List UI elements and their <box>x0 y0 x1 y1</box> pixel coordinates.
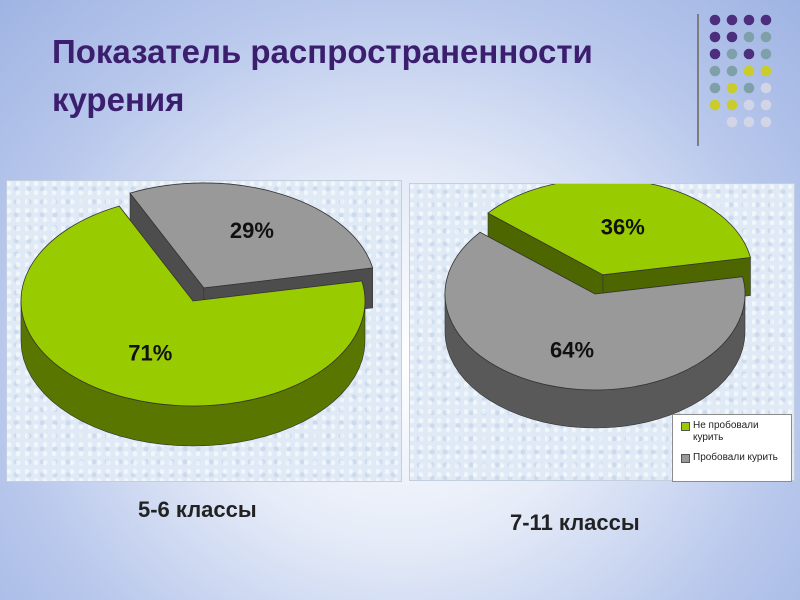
caption-grades-5-6: 5-6 классы <box>138 497 257 522</box>
title-divider <box>697 14 699 146</box>
decor-dot <box>726 48 738 60</box>
decor-dot <box>726 82 738 94</box>
decor-dot <box>709 48 721 60</box>
decor-dot <box>709 65 721 77</box>
decor-dot <box>760 99 772 111</box>
decor-dot <box>709 31 721 43</box>
legend-label-tried: Пробовали курить <box>693 452 778 463</box>
caption-grades-7-11: 7-11 классы <box>510 510 640 535</box>
decor-dot <box>743 82 755 94</box>
decor-dot <box>760 48 772 60</box>
pie-slice <box>129 182 374 289</box>
legend-swatch-tried <box>681 454 690 463</box>
page-title: Показатель распространенности курения <box>52 33 593 118</box>
pie-slice-label: 36% <box>601 215 645 240</box>
decor-dot <box>760 31 772 43</box>
decor-dot <box>760 82 772 94</box>
legend-swatch-not-tried <box>681 422 690 431</box>
decor-dot <box>726 116 738 128</box>
decor-dot <box>709 14 721 26</box>
decor-dot <box>743 65 755 77</box>
pie-slice <box>20 205 366 407</box>
decor-dot <box>743 48 755 60</box>
pie-slice-label: 29% <box>230 218 274 243</box>
pie-chart-grades-7-11: 36% 64% <box>444 184 751 429</box>
decor-dot <box>726 65 738 77</box>
decor-dot <box>726 31 738 43</box>
chart-panel-grades-5-6: 71% 29% <box>6 180 402 482</box>
decor-dot <box>726 99 738 111</box>
chart-legend: Не пробовали курить Пробовали курить <box>672 414 792 482</box>
decor-dot <box>743 14 755 26</box>
decorative-dot-grid <box>707 12 777 130</box>
decor-dot <box>760 116 772 128</box>
decor-dot <box>760 14 772 26</box>
decor-dot <box>760 65 772 77</box>
decor-dot <box>743 99 755 111</box>
decor-dot <box>743 116 755 128</box>
decor-dot <box>709 99 721 111</box>
pie-slice <box>444 231 746 391</box>
pie-chart-grades-5-6: 71% 29% <box>20 182 374 447</box>
decor-dot <box>743 31 755 43</box>
decor-dot <box>709 82 721 94</box>
pie-slice-label: 71% <box>128 341 172 366</box>
decor-dot <box>726 14 738 26</box>
dot-grid-graphic <box>709 14 772 128</box>
pie-slice-label: 64% <box>550 338 594 363</box>
pie-slice <box>487 184 751 276</box>
legend-label-not-tried: Не пробовали курить <box>693 420 759 443</box>
